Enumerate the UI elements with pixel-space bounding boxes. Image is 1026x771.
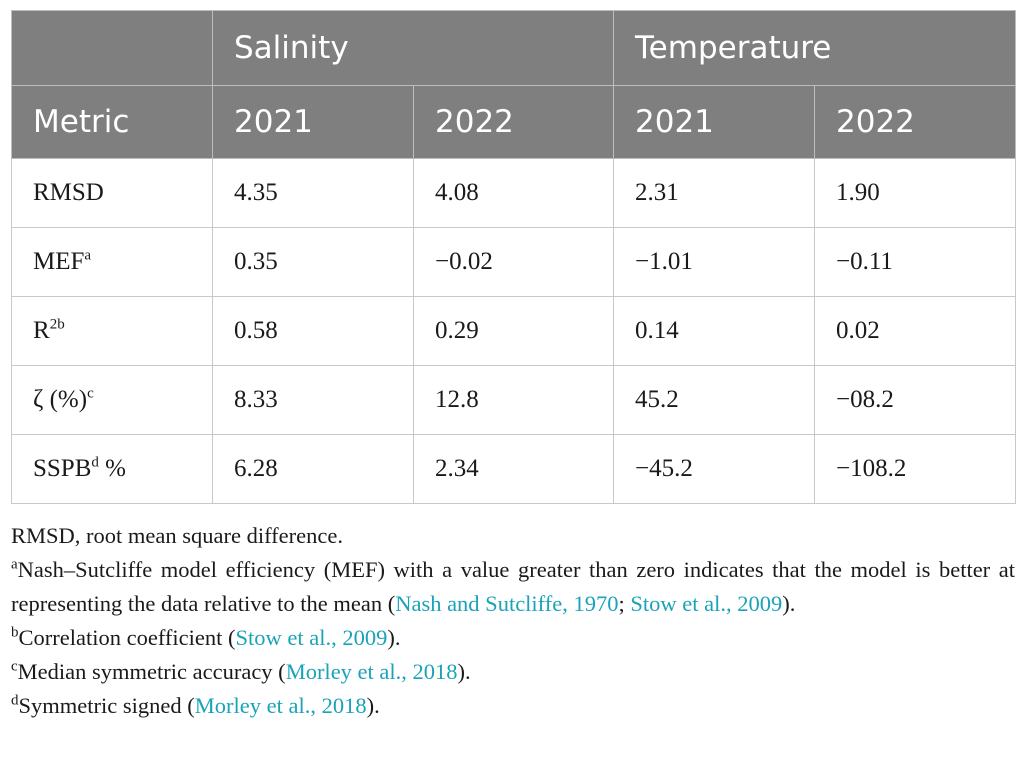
table-row: MEFa 0.35 −0.02 −1.01 −0.11 xyxy=(11,227,1017,297)
column-header-temperature-2021: 2021 xyxy=(613,85,816,159)
footnote-mark: b xyxy=(11,624,19,641)
metric-footnote-mark: a xyxy=(84,247,92,264)
metric-cell: R2b xyxy=(11,296,213,366)
metric-label: RMSD xyxy=(33,179,104,206)
metric-cell: ζ (%)c xyxy=(11,365,213,435)
column-header-row: Metric 2021 2022 2021 2022 xyxy=(11,85,1017,159)
reference-link[interactable]: Stow et al., 2009 xyxy=(235,625,388,650)
reference-link[interactable]: Nash and Sutcliffe, 1970 xyxy=(395,591,619,616)
footnote-text: Nash–Sutcliffe model efficiency (MEF) wi… xyxy=(11,557,1015,616)
footnote-mark: a xyxy=(11,556,18,573)
metrics-table-container: Salinity Temperature Metric 2021 2022 20… xyxy=(11,10,1017,504)
metrics-table: Salinity Temperature Metric 2021 2022 20… xyxy=(11,10,1017,504)
value-cell: 2.34 xyxy=(412,434,615,504)
value-cell: 0.58 xyxy=(212,296,414,366)
footnote-mark: d xyxy=(11,692,19,709)
group-header-row: Salinity Temperature xyxy=(11,10,1017,86)
metric-suffix: % xyxy=(98,455,126,482)
footnote-rmsd: RMSD, root mean square difference. xyxy=(11,523,343,548)
footnote-end: ). xyxy=(366,693,380,718)
value-cell: 45.2 xyxy=(613,365,816,435)
table-row: RMSD 4.35 4.08 2.31 1.90 xyxy=(11,158,1017,228)
value-cell: 4.08 xyxy=(412,158,615,228)
value-cell: 2.31 xyxy=(613,158,816,228)
value-cell: 12.8 xyxy=(412,365,615,435)
column-header-temperature-2022: 2022 xyxy=(814,85,1017,159)
value-cell: 0.35 xyxy=(212,227,414,297)
metric-label: SSPB xyxy=(33,455,92,482)
footnote-text: Median symmetric accuracy ( xyxy=(17,659,286,684)
group-header-salinity: Salinity xyxy=(211,10,615,86)
value-cell: 0.14 xyxy=(613,296,816,366)
value-cell: 0.29 xyxy=(412,296,615,366)
value-cell: 6.28 xyxy=(212,434,414,504)
metric-cell: MEFa xyxy=(11,227,213,297)
metric-label: MEF xyxy=(33,248,85,275)
footnote-c: cMedian symmetric accuracy (Morley et al… xyxy=(11,655,1015,689)
reference-link[interactable]: Morley et al., 2018 xyxy=(194,693,367,718)
metric-footnote-mark: c xyxy=(87,385,94,402)
footnote-end: ). xyxy=(782,591,796,616)
footnote-mark: c xyxy=(11,658,18,675)
metric-cell: RMSD xyxy=(11,158,213,228)
footnote-a: aNash–Sutcliffe model efficiency (MEF) w… xyxy=(11,553,1015,621)
footnote-b: bCorrelation coefficient (Stow et al., 2… xyxy=(11,621,1015,655)
table-row: R2b 0.58 0.29 0.14 0.02 xyxy=(11,296,1017,366)
footnote-separator: ; xyxy=(618,591,631,616)
value-cell: −0.11 xyxy=(814,227,1017,297)
reference-link[interactable]: Stow et al., 2009 xyxy=(630,591,783,616)
table-row: SSPBd % 6.28 2.34 −45.2 −108.2 xyxy=(11,434,1017,504)
column-header-metric: Metric xyxy=(11,85,213,159)
metric-footnote-mark: d xyxy=(91,454,99,471)
value-cell: −08.2 xyxy=(814,365,1017,435)
group-header-blank xyxy=(11,10,213,86)
value-cell: −108.2 xyxy=(814,434,1017,504)
footnote-end: ). xyxy=(387,625,401,650)
value-cell: 1.90 xyxy=(814,158,1017,228)
value-cell: 8.33 xyxy=(212,365,414,435)
footnote-end: ). xyxy=(457,659,471,684)
value-cell: 4.35 xyxy=(212,158,414,228)
metric-label: ζ (%) xyxy=(33,386,88,413)
table-footnotes: RMSD, root mean square difference. aNash… xyxy=(11,519,1015,723)
value-cell: −1.01 xyxy=(613,227,816,297)
metric-label: R xyxy=(33,317,50,344)
metric-footnote-mark: 2b xyxy=(49,316,65,333)
footnote-d: dSymmetric signed (Morley et al., 2018). xyxy=(11,689,1015,723)
reference-link[interactable]: Morley et al., 2018 xyxy=(285,659,458,684)
column-header-salinity-2021: 2021 xyxy=(212,85,414,159)
metric-cell: SSPBd % xyxy=(11,434,213,504)
value-cell: −0.02 xyxy=(412,227,615,297)
footnote-text: Correlation coefficient ( xyxy=(18,625,236,650)
value-cell: −45.2 xyxy=(613,434,816,504)
table-row: ζ (%)c 8.33 12.8 45.2 −08.2 xyxy=(11,365,1017,435)
value-cell: 0.02 xyxy=(814,296,1017,366)
group-header-temperature: Temperature xyxy=(613,10,1017,86)
footnote-text: Symmetric signed ( xyxy=(18,693,195,718)
column-header-salinity-2022: 2022 xyxy=(412,85,615,159)
